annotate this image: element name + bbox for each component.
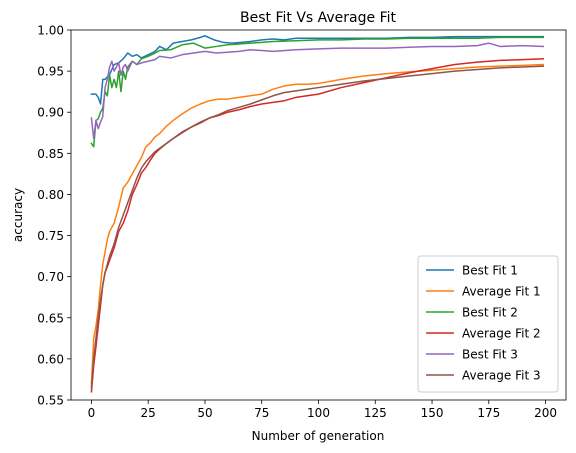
y-axis: 0.55 0.60 0.65 0.70 0.75 0.80 0.85 0.90 0.95 1.00 <box>37 24 71 408</box>
series-line-3 <box>90 36 545 148</box>
series-line-1 <box>90 35 545 105</box>
y-tick-label: 0.60 <box>37 352 64 366</box>
legend-box <box>417 255 559 393</box>
legend-entry: Best Fit 3 <box>462 348 518 362</box>
x-tick-label: 0 <box>88 406 96 420</box>
x-tick-label: 75 <box>254 406 269 420</box>
legend-entry: Average Fit 2 <box>462 327 541 341</box>
series-line-2 <box>90 63 545 385</box>
series-layer <box>90 35 545 393</box>
y-axis-label: accuracy <box>11 188 25 242</box>
y-tick-label: 0.70 <box>37 270 64 284</box>
y-tick-label: 0.55 <box>37 394 64 408</box>
x-tick-label: 150 <box>421 406 444 420</box>
y-tick-label: 0.65 <box>37 311 64 325</box>
x-tick-label: 175 <box>477 406 500 420</box>
x-tick-label: 100 <box>307 406 330 420</box>
x-axis-label: Number of generation <box>252 429 385 443</box>
legend-entry: Average Fit 3 <box>462 369 541 383</box>
chart-title: Best Fit Vs Average Fit <box>240 10 397 26</box>
y-tick-label: 0.85 <box>37 147 64 161</box>
x-tick-label: 200 <box>534 406 557 420</box>
legend-entry: Average Fit 1 <box>462 285 541 299</box>
legend: Best Fit 1 Average Fit 1 Best Fit 2 Average… <box>417 255 559 393</box>
series-line-6 <box>90 65 545 389</box>
legend-entry: Best Fit 1 <box>462 264 518 278</box>
x-tick-label: 50 <box>197 406 212 420</box>
x-axis: 0 25 50 75 100 125 150 175 200 <box>88 400 557 420</box>
y-tick-label: 0.90 <box>37 106 64 120</box>
y-tick-label: 0.80 <box>37 188 64 202</box>
x-tick-label: 25 <box>141 406 156 420</box>
y-tick-label: 0.75 <box>37 229 64 243</box>
legend-entry: Best Fit 2 <box>462 306 518 320</box>
y-tick-label: 1.00 <box>37 24 64 38</box>
x-tick-label: 125 <box>364 406 387 420</box>
y-tick-label: 0.95 <box>37 65 64 79</box>
series-line-5 <box>90 42 545 140</box>
